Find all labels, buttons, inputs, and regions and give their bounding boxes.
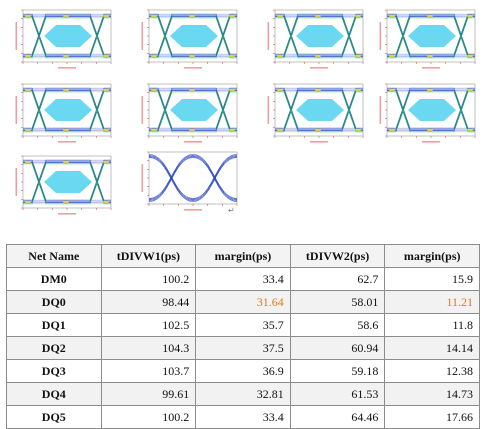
- margin1-cell: 33.4: [195, 405, 291, 429]
- tdivw2-cell: 61.53: [289, 382, 386, 406]
- header-margin2: margin(ps): [384, 244, 480, 268]
- margin1-cell: 33.4: [195, 267, 291, 291]
- header-tdivw1: tDIVW1(ps): [100, 244, 197, 268]
- net-name-cell: DQ2: [6, 336, 102, 360]
- net-name-cell: DQ4: [6, 382, 102, 406]
- tdivw2-cell: 58.6: [289, 313, 386, 337]
- tdivw2-cell: 62.7: [289, 267, 386, 291]
- margin2-cell: 11.8: [384, 313, 480, 337]
- eye-dq1: [140, 8, 240, 72]
- margin2-cell: 12.38: [384, 359, 480, 383]
- margin2-cell: 15.9: [384, 267, 480, 291]
- margin2-cell: 14.73: [384, 382, 480, 406]
- table-row: DQ4 99.61 32.81 61.53 14.73: [6, 382, 480, 406]
- tdivw2-cell: 59.18: [289, 359, 386, 383]
- margin1-cell: 31.64: [195, 290, 291, 314]
- margin2-cell: 17.66: [384, 405, 480, 429]
- tdivw1-cell: 98.44: [100, 290, 197, 314]
- eye-dq3: [378, 8, 478, 72]
- margin1-cell: 37.5: [195, 336, 291, 360]
- eye-dq0: [14, 8, 114, 72]
- paragraph-mark: ↵: [228, 206, 235, 215]
- margin2-cell: 14.14: [384, 336, 480, 360]
- net-name-cell: DQ3: [6, 359, 102, 383]
- table-row: DQ5 100.2 33.4 64.46 17.66: [6, 405, 480, 429]
- tdivw2-cell: 60.94: [289, 336, 386, 360]
- eye-dq2: [266, 8, 366, 72]
- eye-dq7: [378, 82, 478, 146]
- eye-dqs: [140, 150, 240, 214]
- margin1-cell: 32.81: [195, 382, 291, 406]
- tdivw1-cell: 99.61: [100, 382, 197, 406]
- net-name-cell: DQ5: [6, 405, 102, 429]
- eye-dm0: [14, 154, 114, 218]
- net-name-cell: DM0: [6, 267, 102, 291]
- net-name-cell: DQ1: [6, 313, 102, 337]
- eye-dq4: [14, 82, 114, 146]
- table-row: DQ2 104.3 37.5 60.94 14.14: [6, 336, 480, 360]
- header-margin1: margin(ps): [195, 244, 291, 268]
- table-row: DQ1 102.5 35.7 58.6 11.8: [6, 313, 480, 337]
- margin1-cell: 35.7: [195, 313, 291, 337]
- tdivw1-cell: 104.3: [100, 336, 197, 360]
- eye-dq6: [266, 82, 366, 146]
- tdivw1-cell: 100.2: [100, 405, 197, 429]
- tdivw2-cell: 64.46: [289, 405, 386, 429]
- tdivw1-cell: 100.2: [100, 267, 197, 291]
- tdivw1-cell: 102.5: [100, 313, 197, 337]
- table-header-row: Net Name tDIVW1(ps) margin(ps) tDIVW2(ps…: [6, 244, 480, 268]
- tdivw1-cell: 103.7: [100, 359, 197, 383]
- timing-margin-table: Net Name tDIVW1(ps) margin(ps) tDIVW2(ps…: [6, 244, 480, 429]
- eye-dq5: [140, 82, 240, 146]
- tdivw2-cell: 58.01: [289, 290, 386, 314]
- margin2-cell: 11.21: [384, 290, 480, 314]
- header-tdivw2: tDIVW2(ps): [289, 244, 386, 268]
- table-row: DM0 100.2 33.4 62.7 15.9: [6, 267, 480, 291]
- eye-diagram-grid: [14, 8, 478, 218]
- table-row: DQ3 103.7 36.9 59.18 12.38: [6, 359, 480, 383]
- margin1-cell: 36.9: [195, 359, 291, 383]
- header-net-name: Net Name: [6, 244, 102, 268]
- table-row: DQ0 98.44 31.64 58.01 11.21: [6, 290, 480, 314]
- net-name-cell: DQ0: [6, 290, 102, 314]
